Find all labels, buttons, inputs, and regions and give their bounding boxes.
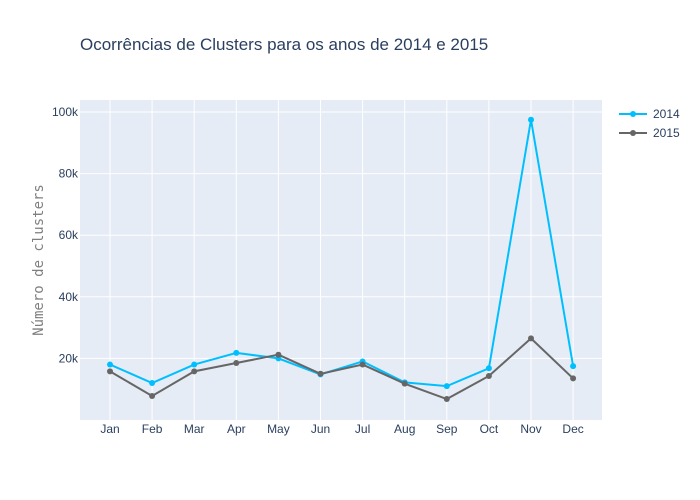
data-point[interactable]: [443, 396, 450, 403]
data-point[interactable]: [485, 365, 492, 372]
x-tick-label: Sep: [436, 422, 458, 436]
y-tick-label: 100k: [52, 105, 79, 119]
legend-label: 2015: [653, 126, 680, 140]
x-tick-label: Nov: [520, 422, 541, 436]
data-point[interactable]: [359, 361, 366, 368]
data-point[interactable]: [570, 375, 577, 382]
y-tick-label: 60k: [59, 228, 79, 242]
y-tick-label: 80k: [59, 167, 79, 181]
data-point[interactable]: [275, 351, 282, 358]
data-point[interactable]: [570, 363, 577, 370]
x-tick-label: Mar: [184, 422, 205, 436]
data-point[interactable]: [233, 360, 240, 367]
legend-marker: [630, 111, 636, 117]
x-tick-label: Jun: [311, 422, 330, 436]
series-layer: [107, 116, 577, 403]
x-tick-label: May: [267, 422, 290, 436]
gridlines: [80, 100, 602, 420]
chart-title: Ocorrências de Clusters para os anos de …: [80, 35, 488, 54]
data-point[interactable]: [233, 349, 240, 356]
series-2015: [107, 335, 577, 403]
legend-marker: [630, 130, 636, 136]
data-point[interactable]: [401, 380, 408, 387]
data-point[interactable]: [107, 361, 113, 368]
plot-area: [80, 100, 602, 420]
x-axis: Jan Feb Mar Apr May Jun Jul Aug Sep Oct Nov Dec: [100, 422, 583, 436]
series-2014: [107, 116, 577, 390]
data-point[interactable]: [191, 368, 198, 375]
data-point[interactable]: [528, 116, 534, 123]
series-line: [109, 337, 574, 401]
data-point[interactable]: [107, 368, 113, 375]
y-axis: 20k 40k 60k 80k 100k: [52, 105, 79, 365]
legend-label: 2014: [653, 107, 680, 121]
data-point[interactable]: [317, 370, 324, 377]
y-axis-title: Número de clusters: [31, 184, 47, 336]
x-tick-label: Dec: [562, 422, 583, 436]
x-tick-label: Apr: [227, 422, 246, 436]
data-point[interactable]: [191, 361, 198, 368]
data-point[interactable]: [528, 335, 534, 342]
x-tick-label: Jan: [100, 422, 119, 436]
legend-item-2014[interactable]: 2014: [619, 107, 680, 121]
y-tick-label: 40k: [59, 290, 79, 304]
y-tick-label: 20k: [59, 351, 79, 365]
x-tick-label: Oct: [480, 422, 499, 436]
data-point[interactable]: [149, 392, 156, 399]
x-tick-label: Feb: [142, 422, 163, 436]
data-point[interactable]: [149, 380, 156, 387]
data-point[interactable]: [443, 383, 450, 390]
legend-item-2015[interactable]: 2015: [619, 126, 680, 140]
x-tick-label: Jul: [355, 422, 370, 436]
data-point[interactable]: [485, 372, 492, 379]
x-tick-label: Aug: [394, 422, 415, 436]
series-line: [109, 119, 575, 388]
legend[interactable]: 2014 2015: [619, 107, 680, 140]
